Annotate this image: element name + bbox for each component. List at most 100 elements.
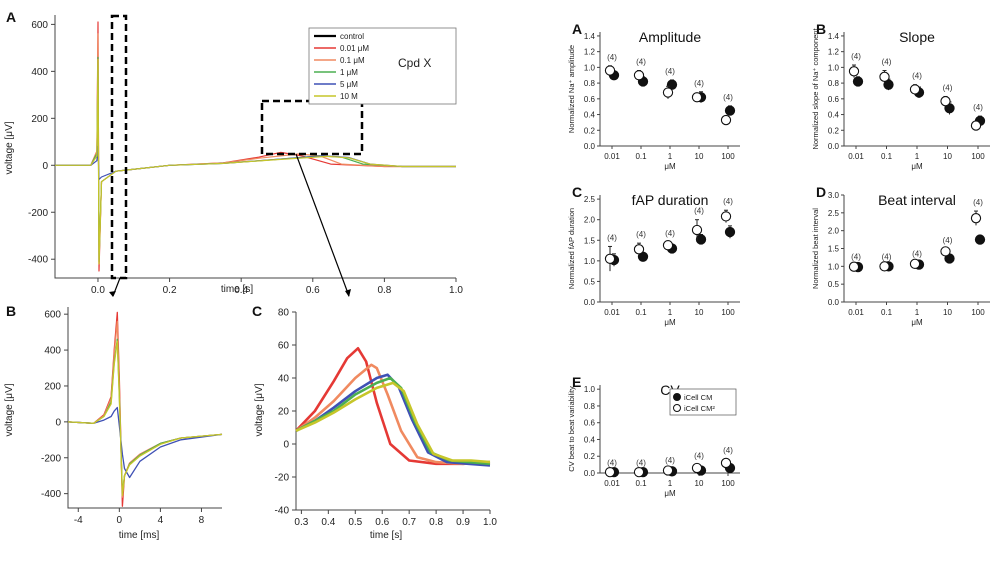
n-label: (4) (943, 83, 953, 92)
n-label: (4) (723, 446, 733, 455)
x-tick-label: 0.4 (234, 285, 248, 296)
y-tick-label: 3.0 (828, 191, 840, 200)
traces-zoom-wave-plot: C 80 60 40 20 0 -20 -40 0.3 0.4 0.5 0.6 0.7 0.8 0.9 1… (252, 303, 497, 541)
data-point (720, 211, 732, 222)
zoom-box-wave (260, 99, 364, 156)
y-tick-label: 0.0 (828, 142, 840, 151)
legend-box (308, 27, 457, 105)
legend-entry: control (340, 32, 364, 41)
y-tick-label: 0 (283, 440, 289, 451)
data-point (604, 467, 616, 478)
chart-title: Beat interval (878, 192, 956, 208)
x-tick-label: 10 (943, 308, 952, 317)
x-tick-label: -4 (74, 515, 83, 526)
arrow-head (345, 289, 351, 297)
n-label: (4) (636, 230, 646, 239)
y-axis-label: voltage [μV] (254, 383, 265, 436)
x-tick-label: 0.3 (294, 517, 308, 528)
y-tick-label: 60 (278, 341, 290, 352)
y-tick-label: 1.5 (584, 236, 596, 245)
y-axis-label: CV beat to beat variability (567, 386, 576, 472)
n-label: (4) (665, 67, 675, 76)
y-tick-label: -40 (275, 506, 290, 517)
n-label: (4) (973, 198, 983, 207)
n-label: (4) (912, 249, 922, 258)
panel-letter: C (252, 303, 262, 319)
x-axis-label: time [s] (370, 530, 402, 541)
x-axis-label: μM (664, 489, 676, 498)
y-ticks: 600 400 200 0 -200 -400 (28, 20, 55, 266)
x-tick-label: 0.0 (91, 285, 105, 296)
data-point (848, 261, 860, 272)
series-line-4 (67, 340, 223, 497)
x-tick-label: 4 (158, 515, 164, 526)
legend-entry: 10 M (340, 92, 358, 101)
x-axis-label: time [ms] (119, 530, 160, 541)
x-tick-label: 100 (721, 152, 735, 161)
y-tick-label: 600 (44, 310, 61, 321)
x-tick-label: 0.4 (321, 517, 335, 528)
x-tick-label: 1 (915, 308, 920, 317)
series-lines (295, 346, 491, 467)
x-tick-label: 100 (971, 152, 985, 161)
x-tick-label: 0.01 (604, 308, 620, 317)
data-point (940, 96, 951, 107)
n-label: (4) (694, 79, 704, 88)
n-label: (4) (607, 458, 617, 467)
x-tick-label: 0.1 (881, 308, 893, 317)
series-line-3 (295, 376, 491, 466)
x-tick-label: 100 (721, 308, 735, 317)
y-tick-label: 0 (55, 417, 61, 428)
y-tick-label: 0.4 (584, 111, 596, 120)
series-lines (55, 21, 456, 272)
series-line-3 (67, 406, 223, 479)
y-tick-label: 0.0 (584, 142, 596, 151)
y-tick-label: 20 (278, 407, 290, 418)
y-tick-label: 400 (44, 346, 61, 357)
panel-letter: E (572, 374, 581, 390)
panel-letter: A (6, 9, 16, 25)
y-tick-label: 0.8 (584, 402, 596, 411)
data-point (720, 114, 732, 126)
data-point (909, 84, 921, 95)
series-lines (67, 311, 223, 507)
n-label: (4) (607, 233, 617, 242)
legend-entry: iCell CM² (684, 404, 715, 413)
legend: control 0.01 μM 0.1 μM 1 μM 5 μM 10 M (314, 32, 369, 101)
y-tick-label: 0.4 (828, 111, 840, 120)
y-tick-label: 2.0 (584, 216, 596, 225)
y-tick-label: 0.5 (828, 280, 840, 289)
x-tick-label: 10 (943, 152, 952, 161)
legend-annotation: Cpd X (398, 56, 431, 70)
series-line-2 (67, 338, 223, 495)
x-axis-label: μM (911, 318, 923, 327)
y-tick-label: 1.0 (584, 385, 596, 394)
y-tick-label: -20 (275, 473, 290, 484)
y-tick-label: 0.0 (584, 298, 596, 307)
y-tick-label: 1.0 (584, 257, 596, 266)
x-tick-label: 0.6 (306, 285, 320, 296)
x-tick-label: 1 (668, 152, 673, 161)
x-tick-label: 10 (695, 308, 704, 317)
y-axis-label: voltage [μV] (4, 383, 15, 436)
y-tick-label: 80 (278, 308, 290, 319)
x-tick-label: 0.6 (375, 517, 389, 528)
data-point (691, 462, 703, 474)
data-point (662, 87, 674, 98)
n-label: (4) (851, 52, 861, 61)
x-tick-label: 0.01 (848, 308, 864, 317)
y-axis-label: Normalized beat interval (811, 208, 820, 289)
legend-entry: 1 μM (340, 68, 358, 77)
panel-letter: B (816, 21, 826, 37)
n-label: (4) (665, 229, 675, 238)
x-tick-label: 8 (199, 515, 205, 526)
y-ticks: 600 400 200 0 -200 -400 (41, 310, 68, 500)
y-tick-label: 400 (31, 67, 48, 78)
data-point (633, 467, 645, 478)
y-axis-label: voltage [μV] (4, 121, 15, 174)
y-tick-label: 1.5 (828, 245, 840, 254)
y-tick-label: 200 (31, 114, 48, 125)
n-label: (4) (973, 103, 983, 112)
legend-entry: 0.01 μM (340, 44, 369, 53)
